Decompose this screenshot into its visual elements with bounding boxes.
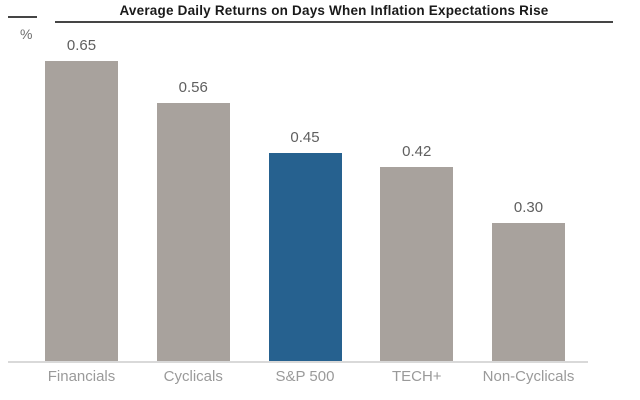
x-axis-baseline xyxy=(8,361,588,363)
bar-value-label: 0.45 xyxy=(290,129,320,146)
bar xyxy=(268,153,342,361)
bar xyxy=(45,61,118,361)
bar-category-label: Cyclicals xyxy=(163,368,223,385)
bar xyxy=(380,167,454,361)
bar-value-label: 0.65 xyxy=(66,37,97,54)
bar-group: 0.65 xyxy=(45,37,118,361)
bar-category-label: S&P 500 xyxy=(275,368,335,385)
bar-group: 0.30 xyxy=(492,199,565,361)
chart-header: Average Daily Returns on Days When Infla… xyxy=(55,0,613,23)
bar-group: 0.45 xyxy=(268,129,342,361)
y-axis-unit-label: % xyxy=(20,26,33,42)
bar-value-label: 0.42 xyxy=(402,143,432,160)
bar-group: 0.42 xyxy=(380,143,454,361)
bar-group: 0.56 xyxy=(156,79,230,361)
chart-title: Average Daily Returns on Days When Infla… xyxy=(119,3,549,18)
bar xyxy=(492,223,565,361)
bar-category-label: Non-Cyclicals xyxy=(482,368,575,385)
bar-category-label: Financials xyxy=(47,368,116,385)
bar xyxy=(156,103,230,361)
top-left-rule xyxy=(8,16,37,18)
bar-value-label: 0.30 xyxy=(513,199,544,216)
bar-category-label: TECH+ xyxy=(391,368,442,385)
bar-value-label: 0.56 xyxy=(178,79,208,96)
